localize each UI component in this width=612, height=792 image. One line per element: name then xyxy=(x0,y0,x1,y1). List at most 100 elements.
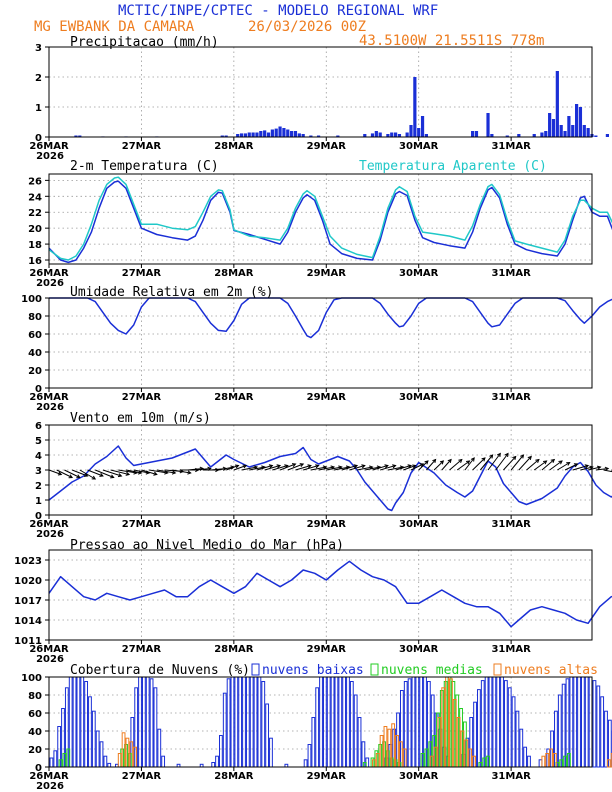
precip-bar xyxy=(532,134,536,137)
wind-arrow-shaft xyxy=(387,466,404,471)
cloud-bar xyxy=(215,755,219,768)
wind-arrow xyxy=(433,460,445,471)
wind-arrow-shaft xyxy=(380,465,396,471)
precip-bar xyxy=(544,131,548,137)
wind-arrow xyxy=(341,464,359,471)
cloud-bar xyxy=(580,676,585,768)
wind-arrow xyxy=(564,463,579,471)
clouds-x-axis: 26MAR 27MAR 28MAR 29MAR 30MAR 31MAR 2026 xyxy=(29,767,531,792)
precip-title: Precipitacao (mm/h) xyxy=(70,35,219,50)
temperature-panel: 16 18 20 22 24 26 26MAR 27MAR 28MAR 29MAR 30MAR 31… xyxy=(28,159,612,289)
wind-arrow-head xyxy=(268,464,274,469)
cloud-bar xyxy=(80,676,85,768)
wind-arrow-shaft xyxy=(310,466,327,471)
wind-arrow-head xyxy=(392,464,397,469)
x-tick-label: 27MAR xyxy=(122,644,162,655)
wind-arrow-shaft xyxy=(264,465,281,471)
wind-arrow-shaft xyxy=(418,460,429,471)
y-tick-label: 100 xyxy=(21,673,42,684)
forecast-date: 26/03/2026 00Z xyxy=(248,19,366,35)
temperature-x-axis: 26MAR 27MAR 28MAR 29MAR 30MAR 31MAR 2026 xyxy=(29,264,531,289)
y-tick-label: 0 xyxy=(35,133,42,144)
series-line xyxy=(48,176,612,261)
x-tick-label: 30MAR xyxy=(399,771,439,782)
wind-arrow xyxy=(557,461,571,471)
precip-bar xyxy=(571,125,575,137)
wind-arrow xyxy=(395,464,413,471)
wind-arrow xyxy=(403,464,417,471)
humidity-title: Umidade Relativa em 2m (%) xyxy=(70,285,274,300)
precip-bar xyxy=(336,135,340,137)
wind-arrow-head xyxy=(466,460,471,465)
wind-arrow-shaft xyxy=(149,469,168,474)
precip-frame xyxy=(48,46,593,138)
wind-arrow-shaft xyxy=(472,457,486,471)
cloud-bar xyxy=(253,676,258,768)
cloud-bar xyxy=(315,687,320,768)
pressure-line xyxy=(48,560,612,628)
wind-arrow-head xyxy=(117,473,123,478)
cloud-bar xyxy=(249,676,254,768)
wind-arrow-head xyxy=(125,471,131,476)
wind-arrow-shaft xyxy=(487,453,501,471)
x-tick-label: 31MAR xyxy=(491,392,531,403)
precip-bar xyxy=(243,133,248,137)
precip-bar xyxy=(224,135,228,137)
wind-arrow-shaft xyxy=(195,468,211,471)
wind-arrow-head xyxy=(215,467,220,473)
cloud-bar xyxy=(515,710,520,768)
wind-arrow xyxy=(572,464,590,471)
wind-arrow-shaft xyxy=(233,465,247,471)
precip-y-axis: 0 1 2 3 xyxy=(35,43,49,144)
wind-arrow xyxy=(264,464,282,471)
x-year-label: 2026 xyxy=(36,151,64,162)
cloud-bar xyxy=(500,676,504,768)
y-tick-label: 60 xyxy=(28,709,42,720)
cloud-bar xyxy=(600,696,605,768)
cloud-bar xyxy=(338,676,343,768)
wind-arrow-shaft xyxy=(71,469,88,477)
wind-arrow-shaft xyxy=(225,465,239,471)
x-tick-label: 31MAR xyxy=(491,644,531,655)
y-tick-label: 22 xyxy=(28,208,42,219)
humidity-panel: 0 20 40 60 80 100 26MAR 27MAR 28MAR 29MAR 30MAR 31… xyxy=(21,285,612,413)
cloud-bar xyxy=(561,683,566,768)
precip-bar xyxy=(309,135,313,137)
wind-arrow-head xyxy=(234,464,240,469)
legend-medium-label: nuvens medias xyxy=(381,663,483,678)
wind-arrow-shaft xyxy=(403,465,416,471)
x-tick-label: 28MAR xyxy=(214,141,254,152)
wind-arrow-head xyxy=(299,463,305,468)
cloud-bar xyxy=(91,710,96,768)
wind-arrow-head xyxy=(424,460,429,465)
pressure-y-axis: 1011 1014 1017 1020 1023 xyxy=(14,556,49,647)
legend-high-label: nuvens altas xyxy=(504,663,598,678)
cloud-bar xyxy=(541,755,546,768)
wind-x-axis: 26MAR 27MAR 28MAR 29MAR 30MAR 31MAR 2026 xyxy=(29,515,531,540)
y-tick-label: 6 xyxy=(35,421,42,432)
y-tick-label: 1 xyxy=(35,103,42,114)
x-tick-label: 27MAR xyxy=(122,771,162,782)
precip-bar xyxy=(582,125,586,137)
y-tick-label: 2 xyxy=(35,73,42,84)
wind-arrow-shaft xyxy=(272,465,288,471)
cloud-bar xyxy=(307,744,312,768)
precip-bar xyxy=(266,132,271,137)
x-tick-label: 29MAR xyxy=(307,392,347,403)
cloud-bar xyxy=(342,676,347,768)
cloud-bar xyxy=(523,746,528,768)
station-name: MG EWBANK DA CAMARA xyxy=(34,19,195,35)
cloud-bar xyxy=(407,678,412,768)
wind-arrow xyxy=(79,469,97,480)
precip-bar xyxy=(236,134,240,137)
wind-arrow xyxy=(510,454,525,471)
apparent-temp-legend: Temperatura Aparente (C) xyxy=(359,159,547,174)
precip-bar xyxy=(567,116,571,137)
wind-arrow-shaft xyxy=(395,465,412,471)
y-tick-label: 1 xyxy=(35,496,42,507)
wind-arrow xyxy=(372,464,389,471)
temperature-gridlines xyxy=(49,174,592,264)
precip-bar xyxy=(563,131,567,137)
x-tick-label: 26MAR xyxy=(29,392,69,403)
